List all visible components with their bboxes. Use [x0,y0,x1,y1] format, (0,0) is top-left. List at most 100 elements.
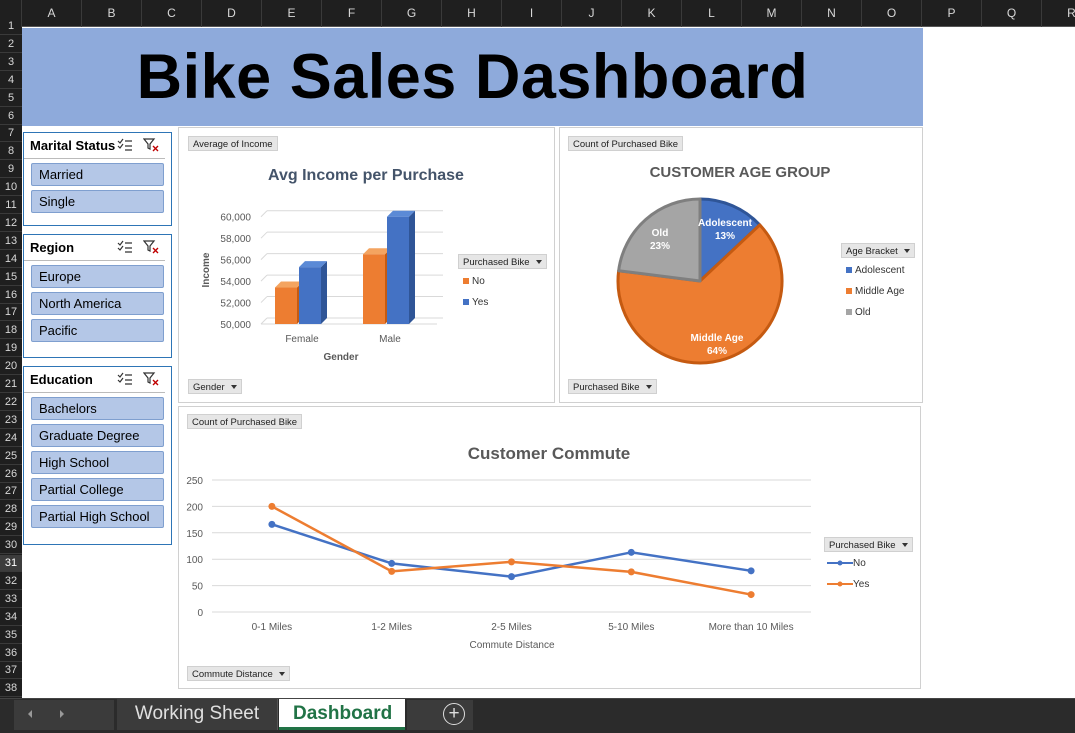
multi-select-icon[interactable] [117,138,133,152]
row-header-8[interactable]: 8 [0,143,22,161]
row-header-29[interactable]: 29 [0,519,22,537]
slicer-item[interactable]: Europe [31,265,164,288]
commute-chart-panel[interactable]: Count of Purchased Bike Customer Commute… [178,406,921,689]
row-header-25[interactable]: 25 [0,448,22,465]
column-header-D[interactable]: D [202,0,262,27]
multi-select-icon[interactable] [117,372,133,386]
row-header-30[interactable]: 30 [0,537,22,555]
row-header-21[interactable]: 21 [0,376,22,393]
row-header-23[interactable]: 23 [0,412,22,429]
row-header-19[interactable]: 19 [0,340,22,358]
row-header-15[interactable]: 15 [0,269,22,286]
column-header-O[interactable]: O [862,0,922,27]
slicer-region[interactable]: Region Europe North America Pacific [23,234,172,358]
bar-top [387,210,415,217]
row-header-bar: 1 2 3 4 5 6 7 8 9 10 11 12 13 14 15 16 17 18 19 20 21 22 23 24 2… [0,20,22,698]
row-header-28[interactable]: 28 [0,501,22,519]
slicer-item[interactable]: Single [31,190,164,213]
row-header-16[interactable]: 16 [0,287,22,304]
row-header-10[interactable]: 10 [0,179,22,197]
slicer-item[interactable]: Bachelors [31,397,164,420]
row-header-22[interactable]: 22 [0,394,22,411]
axis-field-button[interactable]: Gender [188,379,242,394]
clear-filter-icon[interactable] [143,240,159,254]
axis-field-button[interactable]: Purchased Bike [568,379,657,394]
scroll-left-icon[interactable] [24,708,36,720]
clear-filter-icon[interactable] [143,372,159,386]
row-header-4[interactable]: 4 [0,72,22,89]
row-header-11[interactable]: 11 [0,197,22,214]
legend-field-button[interactable]: Purchased Bike [824,537,913,552]
bar-yes-female [299,267,321,324]
income-chart-panel[interactable]: Average of Income Avg Income per Purchas… [178,127,555,403]
row-header-33[interactable]: 33 [0,591,22,608]
column-header-P[interactable]: P [922,0,982,27]
tab-dashboard[interactable]: Dashboard [279,699,405,730]
bar-top [299,261,327,268]
tab-working-sheet[interactable]: Working Sheet [117,699,278,730]
row-header-13[interactable]: 13 [0,233,22,250]
column-header-L[interactable]: L [682,0,742,27]
row-header-20[interactable]: 20 [0,358,22,376]
clear-filter-icon[interactable] [143,138,159,152]
value-field-button[interactable]: Count of Purchased Bike [568,136,684,151]
slicer-item[interactable]: High School [31,451,164,474]
axis-field-button[interactable]: Commute Distance [187,666,290,681]
row-header-38[interactable]: 38 [0,680,22,698]
column-header-Q[interactable]: Q [982,0,1042,27]
row-header-27[interactable]: 27 [0,483,22,501]
slicer-item[interactable]: North America [31,292,164,315]
row-header-7[interactable]: 7 [0,125,22,143]
row-header-9[interactable]: 9 [0,161,22,179]
column-header-J[interactable]: J [562,0,622,27]
slicer-item[interactable]: Partial College [31,478,164,501]
column-header-M[interactable]: M [742,0,802,27]
column-header-B[interactable]: B [82,0,142,27]
slicer-marital-status[interactable]: Marital Status Married Single [23,132,172,226]
slicer-item[interactable]: Partial High School [31,505,164,528]
column-header-H[interactable]: H [442,0,502,27]
slicer-item[interactable]: Married [31,163,164,186]
row-header-34[interactable]: 34 [0,609,22,626]
scroll-right-icon[interactable] [56,708,68,720]
pie-label: Middle Age [691,333,744,344]
age-chart-panel[interactable]: Count of Purchased Bike CUSTOMER AGE GRO… [559,127,923,403]
slicer-item[interactable]: Graduate Degree [31,424,164,447]
column-header-F[interactable]: F [322,0,382,27]
slicer-education[interactable]: Education Bachelors Graduate Degree High S… [23,366,172,545]
row-header-3[interactable]: 3 [0,54,22,71]
row-header-24[interactable]: 24 [0,430,22,447]
legend-field-button[interactable]: Age Bracket [841,243,915,258]
row-header-31[interactable]: 31 [0,555,22,572]
column-header-N[interactable]: N [802,0,862,27]
legend-field-button[interactable]: Purchased Bike [458,254,547,269]
value-field-button[interactable]: Average of Income [188,136,278,151]
row-header-1[interactable]: 1 [0,18,22,35]
row-header-26[interactable]: 26 [0,466,22,483]
column-header-I[interactable]: I [502,0,562,27]
column-header-G[interactable]: G [382,0,442,27]
row-header-5[interactable]: 5 [0,90,22,107]
x-axis-title: Commute Distance [469,640,554,651]
row-header-37[interactable]: 37 [0,662,22,680]
row-header-6[interactable]: 6 [0,108,22,125]
row-header-35[interactable]: 35 [0,627,22,644]
column-header-E[interactable]: E [262,0,322,27]
slicer-title: Region [30,240,75,255]
row-header-32[interactable]: 32 [0,573,22,590]
slicer-item[interactable]: Pacific [31,319,164,342]
value-field-button[interactable]: Count of Purchased Bike [187,414,303,429]
row-header-18[interactable]: 18 [0,322,22,340]
add-sheet-button[interactable]: + [443,703,465,725]
column-header-K[interactable]: K [622,0,682,27]
select-all-corner[interactable] [0,0,22,27]
row-header-14[interactable]: 14 [0,251,22,268]
row-header-36[interactable]: 36 [0,645,22,662]
row-header-12[interactable]: 12 [0,215,22,232]
row-header-17[interactable]: 17 [0,304,22,322]
column-header-R[interactable]: R [1042,0,1075,27]
row-header-2[interactable]: 2 [0,36,22,53]
column-header-A[interactable]: A [22,0,82,27]
column-header-C[interactable]: C [142,0,202,27]
multi-select-icon[interactable] [117,240,133,254]
